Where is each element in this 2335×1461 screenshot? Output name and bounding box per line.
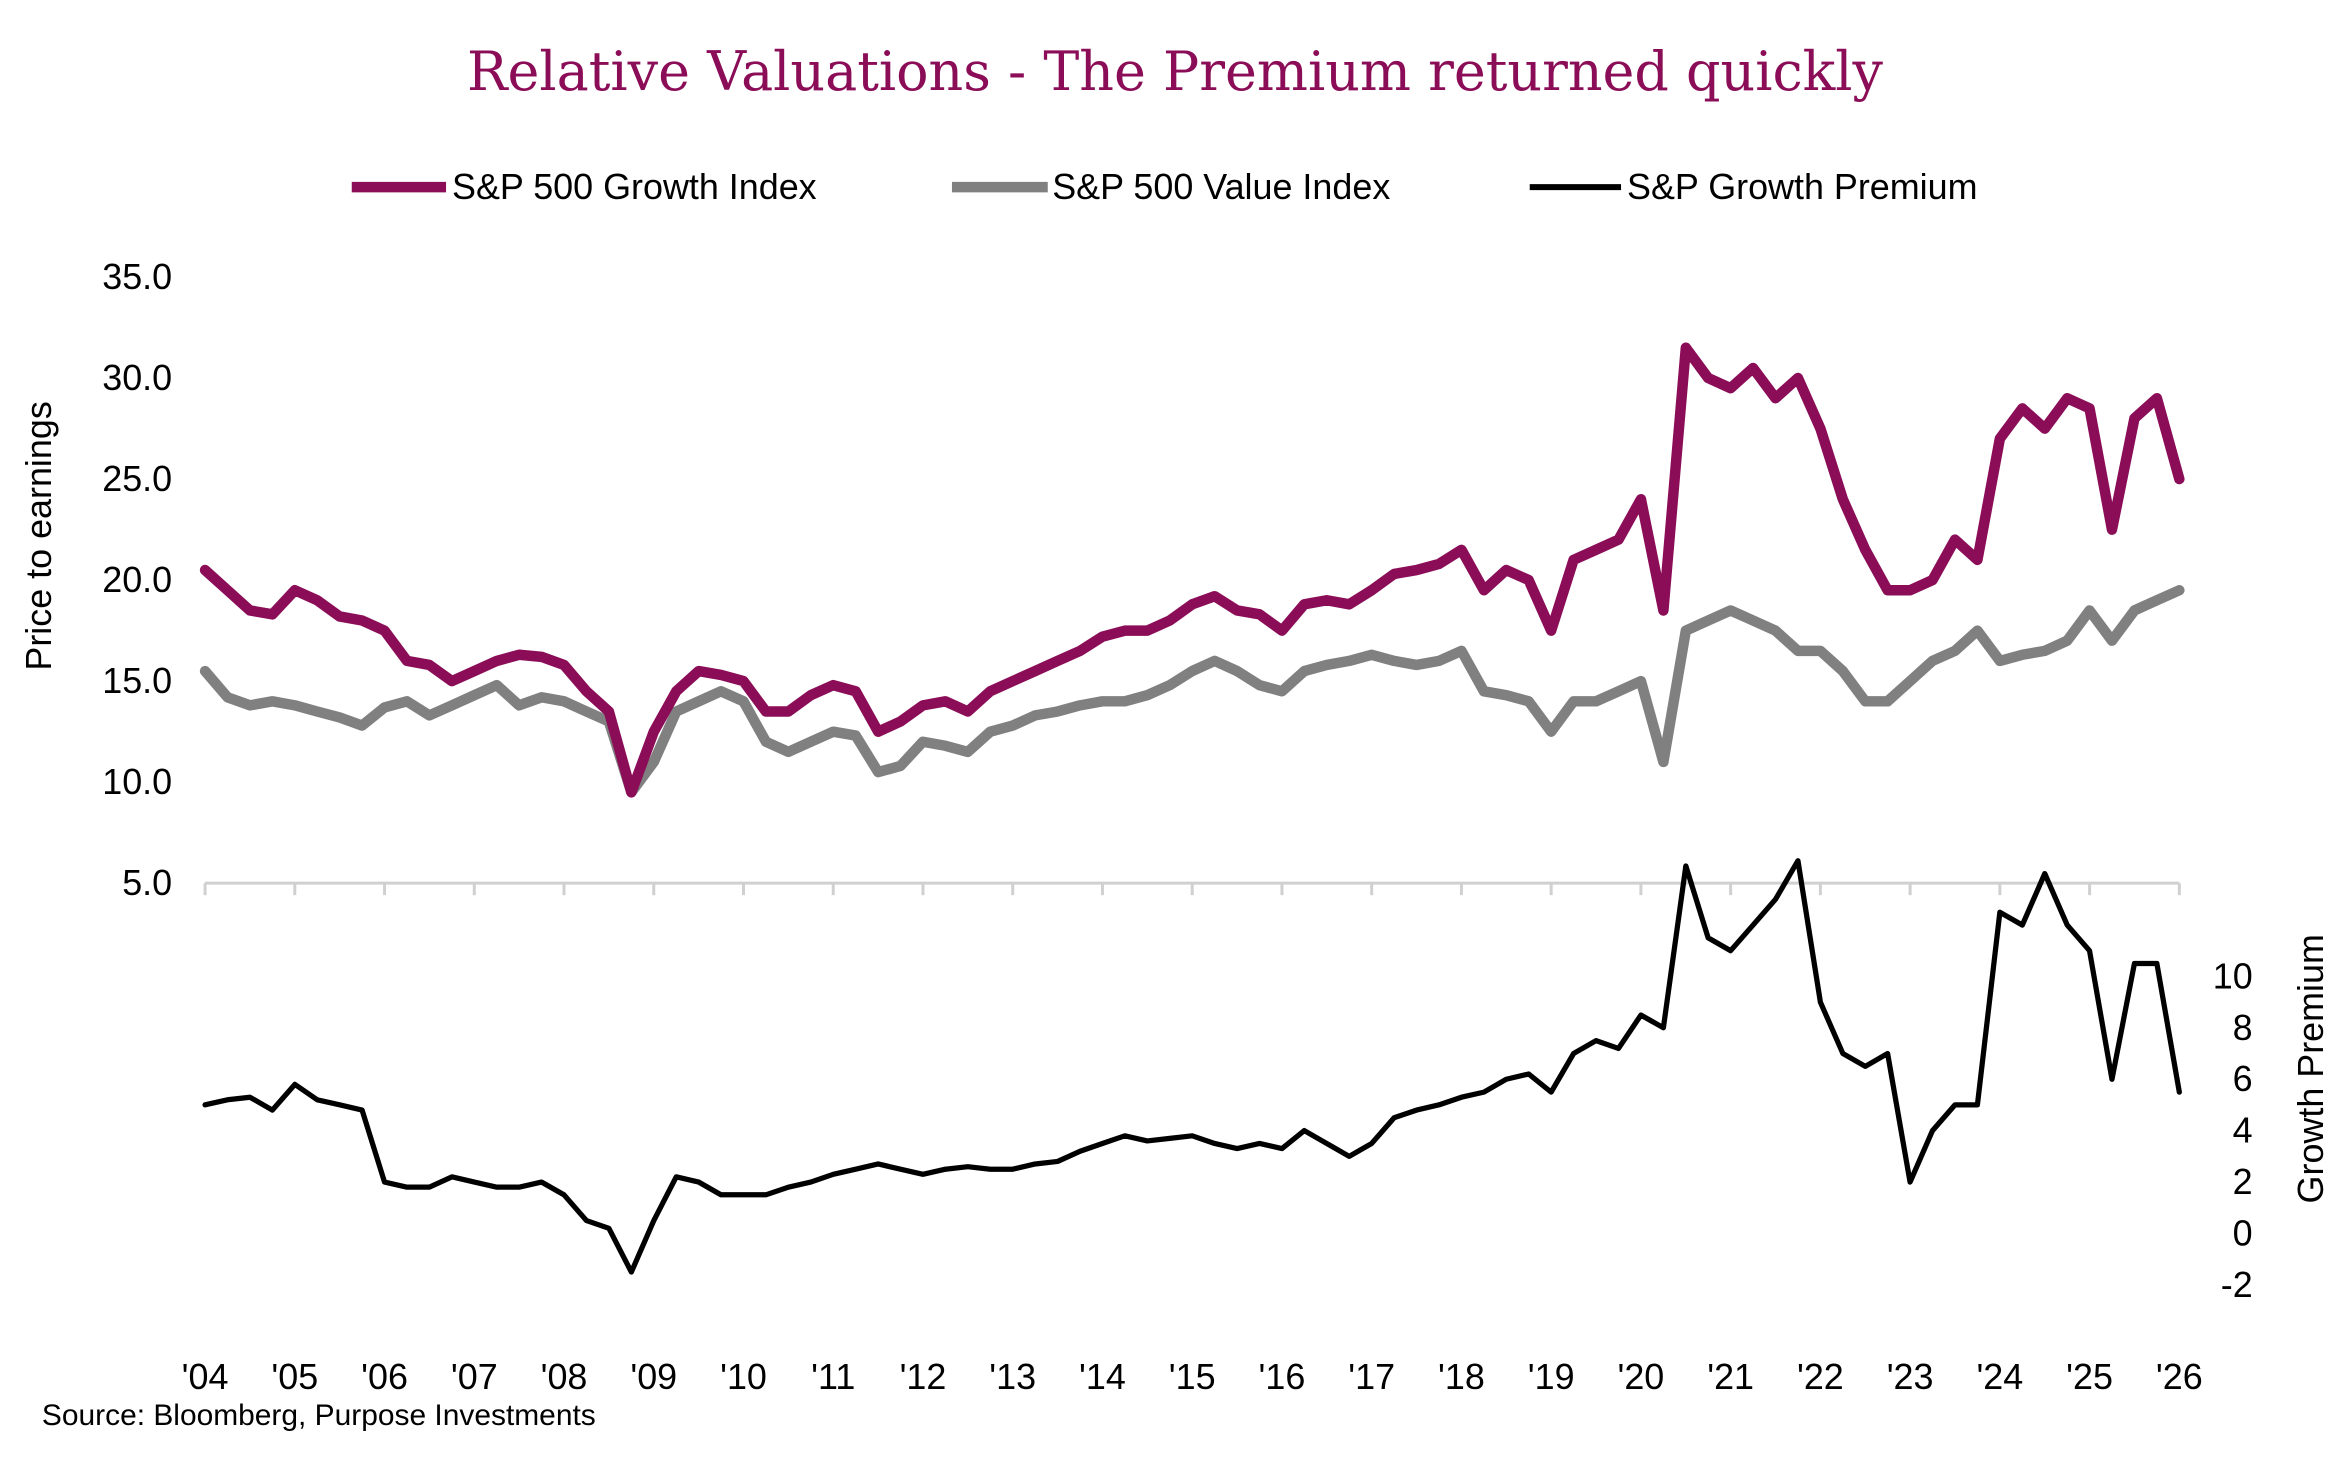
x-tick-label: '20 [1617,1356,1664,1397]
x-tick-label: '16 [1259,1356,1306,1397]
x-tick-label: '05 [271,1356,318,1397]
x-tick-label: '06 [361,1356,408,1397]
growth-premium-line [202,858,2182,1275]
series-lines [199,342,2185,1275]
y2-axis-ticks: 10 8 6 4 2 0 -2 [2213,955,2253,1304]
x-tick-label: '19 [1528,1356,1575,1397]
x-tick-label: '25 [2066,1356,2113,1397]
y2-tick-label: 6 [2233,1058,2253,1099]
x-tick-label: '08 [541,1356,588,1397]
x-tick-label: '23 [1887,1356,1934,1397]
y-tick-label: 30.0 [102,357,172,398]
y2-tick-label: 2 [2233,1161,2253,1202]
y-axis-label: Price to earnings [18,401,59,670]
y-axis-ticks: 35.0 30.0 25.0 20.0 15.0 10.0 5.0 [102,256,172,903]
chart-title: Relative Valuations - The Premium return… [467,40,1884,103]
y-tick-label: 20.0 [102,559,172,600]
y-tick-label: 10.0 [102,761,172,802]
x-tick-label: '11 [811,1356,855,1397]
y-tick-label: 25.0 [102,458,172,499]
legend-label-value: S&P 500 Value Index [1052,166,1390,207]
x-tick-label: '12 [900,1356,947,1397]
x-tick-label: '24 [1976,1356,2023,1397]
x-tick-label: '17 [1348,1356,1395,1397]
y-tick-label: 15.0 [102,660,172,701]
x-tick-label: '18 [1438,1356,1485,1397]
x-tick-label: '07 [451,1356,498,1397]
legend: S&P 500 Growth Index S&P 500 Value Index… [351,166,1978,207]
value-index-line [199,585,2185,798]
y2-axis-label: Growth Premium [2290,934,2331,1203]
legend-label-growth: S&P 500 Growth Index [452,166,817,207]
y2-tick-label: 0 [2233,1212,2253,1253]
y2-tick-label: 8 [2233,1007,2253,1048]
y2-tick-label: 10 [2213,955,2253,996]
x-tick-label: '10 [720,1356,767,1397]
x-tick-label: '21 [1707,1356,1754,1397]
y-tick-label: 5.0 [122,862,172,903]
x-tick-label: '04 [182,1356,229,1397]
x-tick-label: '15 [1169,1356,1216,1397]
x-axis: '04 '05 '06 '07 '08 '09 '10 '11 '12 '13 '14 '15 '16 '… [182,881,2203,1397]
x-tick-label: '13 [989,1356,1036,1397]
x-tick-label: '09 [630,1356,677,1397]
source-note: Source: Bloomberg, Purpose Investments [42,1399,596,1432]
y-tick-label: 35.0 [102,256,172,297]
x-tick-label: '22 [1797,1356,1844,1397]
legend-label-premium: S&P Growth Premium [1627,166,1978,207]
x-tick-label: '14 [1079,1356,1126,1397]
y2-tick-label: 4 [2233,1110,2253,1151]
growth-index-line [199,342,2185,798]
x-tick-label: '26 [2156,1356,2203,1397]
y2-tick-label: -2 [2221,1264,2253,1305]
